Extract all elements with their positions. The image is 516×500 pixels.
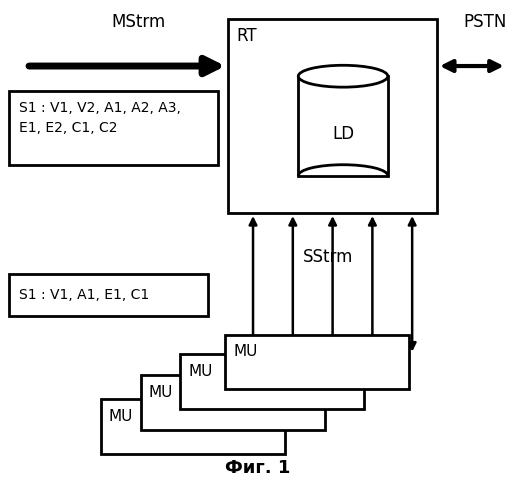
- Text: MU: MU: [233, 344, 257, 360]
- Bar: [9, 91, 218, 166]
- Text: MU: MU: [109, 409, 133, 424]
- Ellipse shape: [298, 66, 388, 87]
- Bar: [181, 354, 364, 409]
- Text: SStrm: SStrm: [303, 248, 353, 266]
- Text: MU: MU: [188, 364, 213, 380]
- Bar: [228, 20, 437, 213]
- Bar: [141, 376, 325, 430]
- Bar: [101, 399, 285, 454]
- Text: RT: RT: [236, 27, 257, 45]
- Text: S1 : V1, A1, E1, C1: S1 : V1, A1, E1, C1: [19, 288, 150, 302]
- Text: MU: MU: [149, 385, 173, 400]
- Bar: [225, 334, 409, 389]
- Bar: [9, 274, 208, 316]
- Text: Фиг. 1: Фиг. 1: [225, 458, 291, 476]
- Text: LD: LD: [332, 125, 354, 143]
- Text: PSTN: PSTN: [463, 14, 507, 32]
- Bar: [298, 76, 388, 176]
- Text: MStrm: MStrm: [111, 14, 166, 32]
- Text: S1 : V1, V2, A1, A2, A3,
E1, E2, C1, C2: S1 : V1, V2, A1, A2, A3, E1, E2, C1, C2: [19, 101, 181, 136]
